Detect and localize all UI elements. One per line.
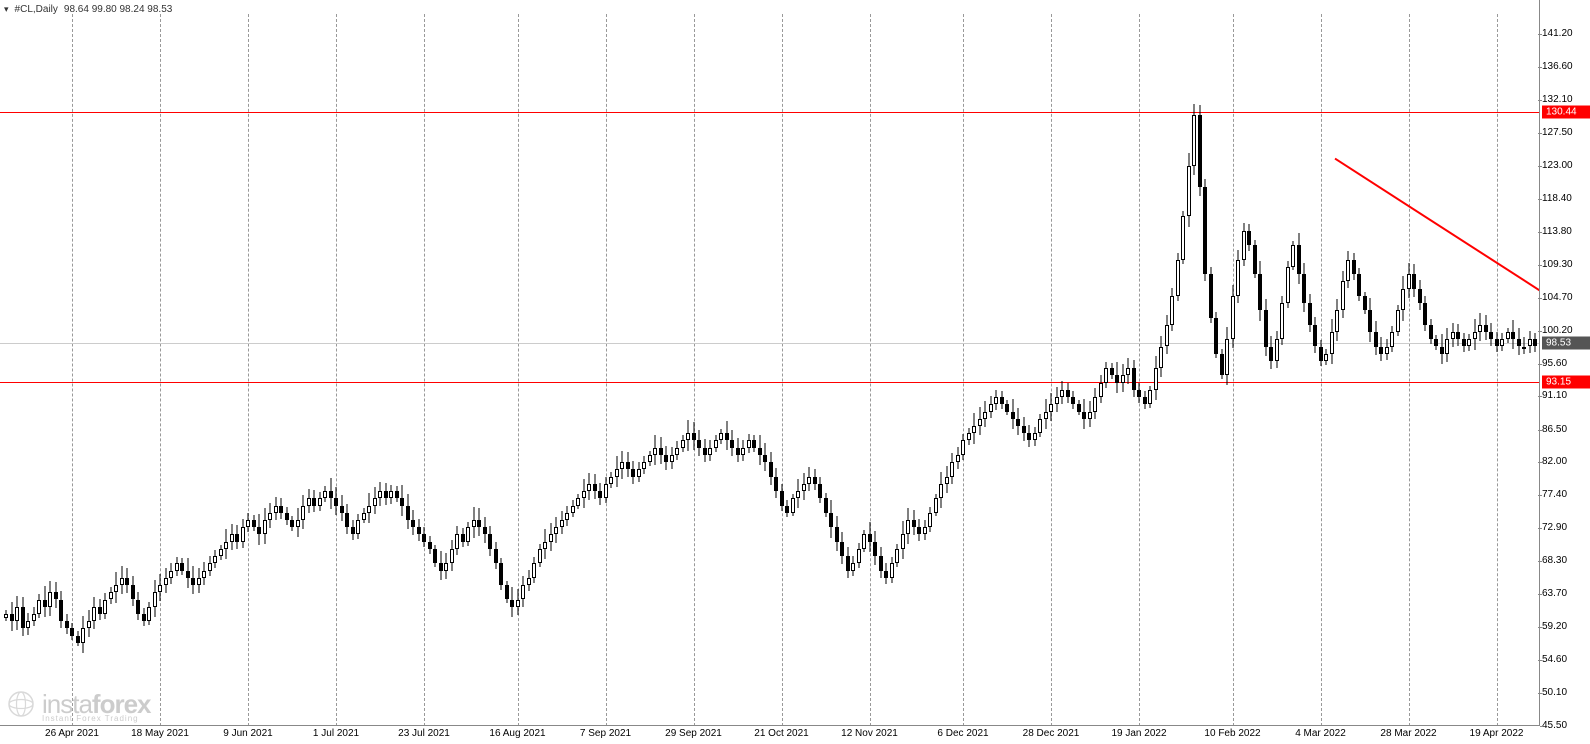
x-gridline <box>72 14 73 726</box>
y-tick: 123.00 <box>1538 161 1590 171</box>
y-tick: 141.20 <box>1538 29 1590 39</box>
watermark: instaforex Instant Forex Trading <box>0 687 157 726</box>
x-gridline <box>424 14 425 726</box>
x-tick: 29 Sep 2021 <box>665 728 722 739</box>
x-tick: 1 Jul 2021 <box>313 728 359 739</box>
x-gridline <box>606 14 607 726</box>
y-axis: 141.20 136.60 132.10 127.50 123.00 118.40 113.… <box>1539 0 1590 744</box>
x-tick: 10 Feb 2022 <box>1204 728 1260 739</box>
x-gridline <box>1051 14 1052 726</box>
y-tick: 113.80 <box>1538 227 1590 237</box>
y-tick: 63.70 <box>1538 589 1590 599</box>
x-tick: 23 Jul 2021 <box>398 728 450 739</box>
x-gridline <box>870 14 871 726</box>
x-tick: 21 Oct 2021 <box>754 728 808 739</box>
y-tick: 45.50 <box>1538 721 1590 731</box>
x-gridline <box>336 14 337 726</box>
chart-header: ▾ #CL,Daily 98.64 99.80 98.24 98.53 <box>0 0 176 18</box>
y-tick: 72.90 <box>1538 523 1590 533</box>
x-tick: 28 Mar 2022 <box>1380 728 1436 739</box>
y-tick: 118.40 <box>1538 194 1590 204</box>
x-gridline <box>963 14 964 726</box>
y-tick: 82.00 <box>1538 457 1590 467</box>
price-tag: 98.53 <box>1542 336 1590 349</box>
watermark-tagline: Instant Forex Trading <box>42 715 151 723</box>
y-tick: 132.10 <box>1538 95 1590 105</box>
header-dropdown-icon[interactable]: ▾ <box>4 4 9 15</box>
watermark-globe-icon <box>6 689 36 724</box>
symbol-label: #CL,Daily <box>15 4 58 15</box>
x-gridline <box>1497 14 1498 726</box>
watermark-brand: instaforex <box>42 691 151 717</box>
y-tick: 95.60 <box>1538 359 1590 369</box>
x-gridline <box>160 14 161 726</box>
y-tick: 68.30 <box>1538 556 1590 566</box>
y-tick: 109.30 <box>1538 260 1590 270</box>
x-tick: 9 Jun 2021 <box>223 728 273 739</box>
x-gridline <box>782 14 783 726</box>
x-tick: 6 Dec 2021 <box>937 728 988 739</box>
horizontal-level-line <box>0 343 1540 344</box>
y-tick: 104.70 <box>1538 293 1590 303</box>
y-tick: 100.20 <box>1538 326 1590 336</box>
y-tick: 86.50 <box>1538 425 1590 435</box>
x-tick: 16 Aug 2021 <box>489 728 545 739</box>
ohlc-label: 98.64 99.80 98.24 98.53 <box>64 4 172 15</box>
price-tag: 130.44 <box>1542 106 1590 119</box>
horizontal-level-line <box>0 112 1540 113</box>
trend-arrow-overlay <box>0 0 1540 726</box>
y-tick: 136.60 <box>1538 62 1590 72</box>
price-tag: 93.15 <box>1542 375 1590 388</box>
x-tick: 7 Sep 2021 <box>580 728 631 739</box>
x-gridline <box>518 14 519 726</box>
y-tick: 127.50 <box>1538 128 1590 138</box>
x-gridline <box>248 14 249 726</box>
x-gridline <box>1321 14 1322 726</box>
horizontal-level-line <box>0 382 1540 383</box>
y-tick: 54.60 <box>1538 655 1590 665</box>
x-tick: 28 Dec 2021 <box>1023 728 1080 739</box>
chart-root: ▾ #CL,Daily 98.64 99.80 98.24 98.53 141.… <box>0 0 1590 744</box>
x-tick: 19 Jan 2022 <box>1111 728 1166 739</box>
x-gridline <box>1233 14 1234 726</box>
x-tick: 12 Nov 2021 <box>841 728 898 739</box>
y-tick: 59.20 <box>1538 622 1590 632</box>
x-gridline <box>1139 14 1140 726</box>
x-axis: 26 Apr 2021 18 May 2021 9 Jun 2021 1 Jul 20… <box>0 725 1540 744</box>
x-gridline <box>694 14 695 726</box>
y-tick: 50.10 <box>1538 688 1590 698</box>
trend-arrow <box>1335 159 1540 340</box>
x-gridline <box>1409 14 1410 726</box>
x-tick: 18 May 2021 <box>131 728 189 739</box>
y-tick: 91.10 <box>1538 391 1590 401</box>
x-tick: 26 Apr 2021 <box>45 728 99 739</box>
x-tick: 4 Mar 2022 <box>1295 728 1346 739</box>
x-tick: 19 Apr 2022 <box>1470 728 1524 739</box>
y-tick: 77.40 <box>1538 490 1590 500</box>
